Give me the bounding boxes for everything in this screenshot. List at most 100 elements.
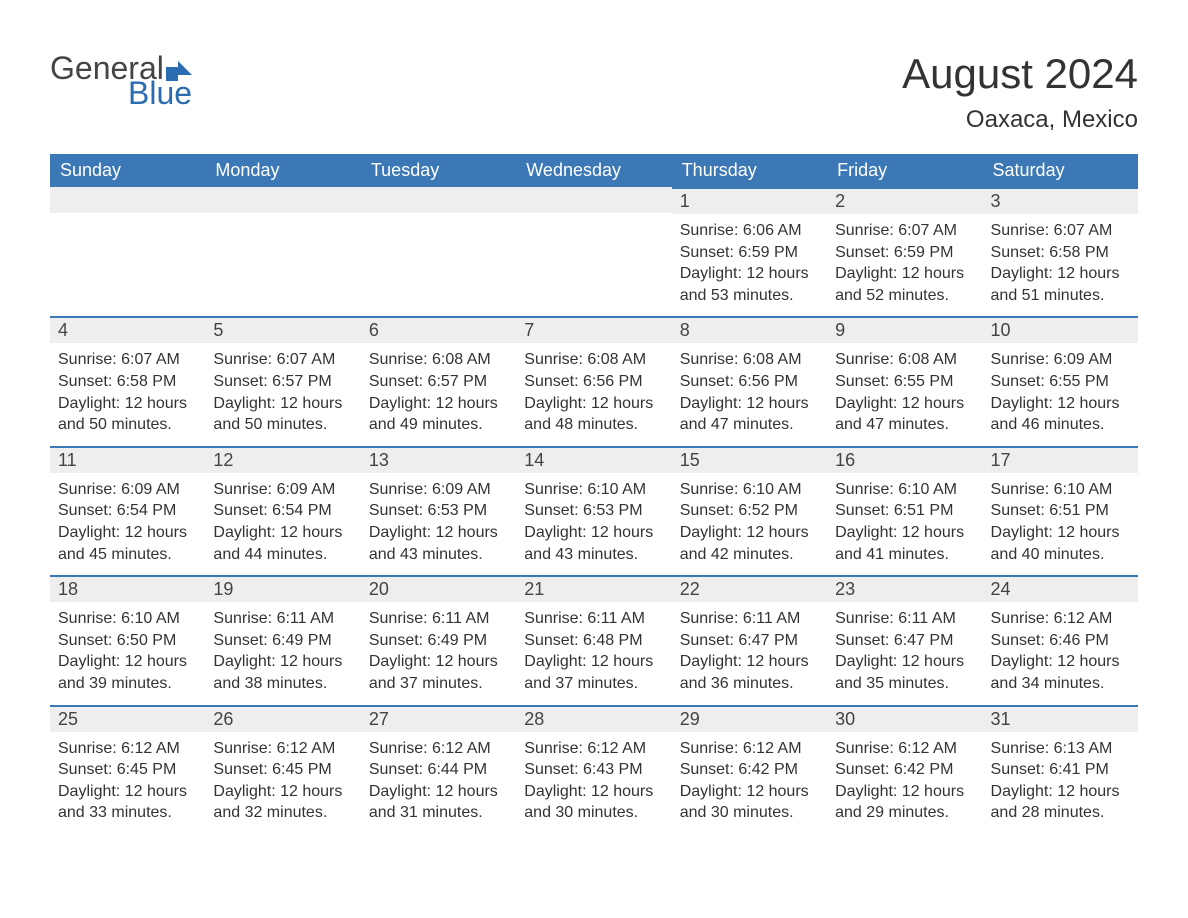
- day-body: Sunrise: 6:08 AMSunset: 6:55 PMDaylight:…: [827, 343, 982, 445]
- page-title: August 2024: [902, 50, 1138, 98]
- calendar-cell: 8Sunrise: 6:08 AMSunset: 6:56 PMDaylight…: [672, 316, 827, 445]
- calendar-table: SundayMondayTuesdayWednesdayThursdayFrid…: [50, 154, 1138, 834]
- daylight-line: Daylight: 12 hours and 45 minutes.: [58, 522, 197, 565]
- calendar-week-row: 1Sunrise: 6:06 AMSunset: 6:59 PMDaylight…: [50, 187, 1138, 316]
- daylight-line: Daylight: 12 hours and 37 minutes.: [524, 651, 663, 694]
- day-wrap: 13Sunrise: 6:09 AMSunset: 6:53 PMDayligh…: [361, 446, 516, 575]
- weekday-header: Tuesday: [361, 154, 516, 187]
- day-body: Sunrise: 6:12 AMSunset: 6:42 PMDaylight:…: [672, 732, 827, 834]
- sunrise-line: Sunrise: 6:11 AM: [524, 608, 663, 630]
- day-body: Sunrise: 6:10 AMSunset: 6:52 PMDaylight:…: [672, 473, 827, 575]
- sunrise-line: Sunrise: 6:10 AM: [835, 479, 974, 501]
- day-body: Sunrise: 6:08 AMSunset: 6:56 PMDaylight:…: [672, 343, 827, 445]
- daylight-line: Daylight: 12 hours and 53 minutes.: [680, 263, 819, 306]
- daylight-line: Daylight: 12 hours and 52 minutes.: [835, 263, 974, 306]
- day-wrap: 31Sunrise: 6:13 AMSunset: 6:41 PMDayligh…: [983, 705, 1138, 834]
- day-body: Sunrise: 6:13 AMSunset: 6:41 PMDaylight:…: [983, 732, 1138, 834]
- daylight-line: Daylight: 12 hours and 43 minutes.: [369, 522, 508, 565]
- day-body: Sunrise: 6:10 AMSunset: 6:53 PMDaylight:…: [516, 473, 671, 575]
- calendar-cell: 14Sunrise: 6:10 AMSunset: 6:53 PMDayligh…: [516, 446, 671, 575]
- calendar-cell: 5Sunrise: 6:07 AMSunset: 6:57 PMDaylight…: [205, 316, 360, 445]
- day-body: Sunrise: 6:11 AMSunset: 6:49 PMDaylight:…: [361, 602, 516, 704]
- day-number: 15: [672, 448, 827, 473]
- daylight-line: Daylight: 12 hours and 47 minutes.: [680, 393, 819, 436]
- calendar-cell: 6Sunrise: 6:08 AMSunset: 6:57 PMDaylight…: [361, 316, 516, 445]
- day-number: 17: [983, 448, 1138, 473]
- sunset-line: Sunset: 6:54 PM: [213, 500, 352, 522]
- calendar-cell: [50, 187, 205, 316]
- calendar-cell: 27Sunrise: 6:12 AMSunset: 6:44 PMDayligh…: [361, 705, 516, 834]
- sunset-line: Sunset: 6:54 PM: [58, 500, 197, 522]
- sunset-line: Sunset: 6:48 PM: [524, 630, 663, 652]
- day-number: 11: [50, 448, 205, 473]
- sunset-line: Sunset: 6:46 PM: [991, 630, 1130, 652]
- sunrise-line: Sunrise: 6:11 AM: [680, 608, 819, 630]
- day-number: 24: [983, 577, 1138, 602]
- day-number: 23: [827, 577, 982, 602]
- sunset-line: Sunset: 6:42 PM: [680, 759, 819, 781]
- day-body: Sunrise: 6:07 AMSunset: 6:58 PMDaylight:…: [50, 343, 205, 445]
- sunrise-line: Sunrise: 6:12 AM: [58, 738, 197, 760]
- calendar-week-row: 4Sunrise: 6:07 AMSunset: 6:58 PMDaylight…: [50, 316, 1138, 445]
- calendar-cell: 4Sunrise: 6:07 AMSunset: 6:58 PMDaylight…: [50, 316, 205, 445]
- sunrise-line: Sunrise: 6:10 AM: [680, 479, 819, 501]
- daylight-line: Daylight: 12 hours and 48 minutes.: [524, 393, 663, 436]
- day-body: Sunrise: 6:08 AMSunset: 6:57 PMDaylight:…: [361, 343, 516, 445]
- calendar-cell: 25Sunrise: 6:12 AMSunset: 6:45 PMDayligh…: [50, 705, 205, 834]
- sunrise-line: Sunrise: 6:11 AM: [213, 608, 352, 630]
- day-wrap: 26Sunrise: 6:12 AMSunset: 6:45 PMDayligh…: [205, 705, 360, 834]
- sunrise-line: Sunrise: 6:10 AM: [58, 608, 197, 630]
- day-wrap: 3Sunrise: 6:07 AMSunset: 6:58 PMDaylight…: [983, 187, 1138, 316]
- calendar-cell: [361, 187, 516, 316]
- day-number: 7: [516, 318, 671, 343]
- daylight-line: Daylight: 12 hours and 39 minutes.: [58, 651, 197, 694]
- calendar-cell: 21Sunrise: 6:11 AMSunset: 6:48 PMDayligh…: [516, 575, 671, 704]
- day-body: Sunrise: 6:09 AMSunset: 6:54 PMDaylight:…: [205, 473, 360, 575]
- calendar-week-row: 11Sunrise: 6:09 AMSunset: 6:54 PMDayligh…: [50, 446, 1138, 575]
- calendar-cell: 9Sunrise: 6:08 AMSunset: 6:55 PMDaylight…: [827, 316, 982, 445]
- page: General Blue August 2024 Oaxaca, Mexico …: [0, 0, 1188, 874]
- sunset-line: Sunset: 6:53 PM: [524, 500, 663, 522]
- sunrise-line: Sunrise: 6:12 AM: [835, 738, 974, 760]
- sunset-line: Sunset: 6:57 PM: [369, 371, 508, 393]
- sunrise-line: Sunrise: 6:11 AM: [835, 608, 974, 630]
- daylight-line: Daylight: 12 hours and 30 minutes.: [680, 781, 819, 824]
- daylight-line: Daylight: 12 hours and 32 minutes.: [213, 781, 352, 824]
- day-number: 22: [672, 577, 827, 602]
- day-number: 30: [827, 707, 982, 732]
- sunset-line: Sunset: 6:42 PM: [835, 759, 974, 781]
- day-body: Sunrise: 6:12 AMSunset: 6:46 PMDaylight:…: [983, 602, 1138, 704]
- daylight-line: Daylight: 12 hours and 43 minutes.: [524, 522, 663, 565]
- day-number: 10: [983, 318, 1138, 343]
- calendar-cell: 26Sunrise: 6:12 AMSunset: 6:45 PMDayligh…: [205, 705, 360, 834]
- daylight-line: Daylight: 12 hours and 46 minutes.: [991, 393, 1130, 436]
- sunset-line: Sunset: 6:51 PM: [835, 500, 974, 522]
- calendar-cell: [516, 187, 671, 316]
- calendar-cell: 17Sunrise: 6:10 AMSunset: 6:51 PMDayligh…: [983, 446, 1138, 575]
- day-wrap: 18Sunrise: 6:10 AMSunset: 6:50 PMDayligh…: [50, 575, 205, 704]
- calendar-cell: 24Sunrise: 6:12 AMSunset: 6:46 PMDayligh…: [983, 575, 1138, 704]
- day-body: Sunrise: 6:10 AMSunset: 6:51 PMDaylight:…: [827, 473, 982, 575]
- daylight-line: Daylight: 12 hours and 37 minutes.: [369, 651, 508, 694]
- calendar-cell: 28Sunrise: 6:12 AMSunset: 6:43 PMDayligh…: [516, 705, 671, 834]
- weekday-header: Sunday: [50, 154, 205, 187]
- day-body: Sunrise: 6:10 AMSunset: 6:51 PMDaylight:…: [983, 473, 1138, 575]
- day-body: Sunrise: 6:12 AMSunset: 6:44 PMDaylight:…: [361, 732, 516, 834]
- day-wrap: 2Sunrise: 6:07 AMSunset: 6:59 PMDaylight…: [827, 187, 982, 316]
- day-wrap: 20Sunrise: 6:11 AMSunset: 6:49 PMDayligh…: [361, 575, 516, 704]
- calendar-cell: 3Sunrise: 6:07 AMSunset: 6:58 PMDaylight…: [983, 187, 1138, 316]
- sunrise-line: Sunrise: 6:12 AM: [524, 738, 663, 760]
- calendar-cell: [205, 187, 360, 316]
- sunset-line: Sunset: 6:55 PM: [835, 371, 974, 393]
- day-number: 9: [827, 318, 982, 343]
- day-number: 5: [205, 318, 360, 343]
- daylight-line: Daylight: 12 hours and 49 minutes.: [369, 393, 508, 436]
- sunrise-line: Sunrise: 6:07 AM: [213, 349, 352, 371]
- sunset-line: Sunset: 6:51 PM: [991, 500, 1130, 522]
- calendar-cell: 31Sunrise: 6:13 AMSunset: 6:41 PMDayligh…: [983, 705, 1138, 834]
- day-number: 1: [672, 189, 827, 214]
- daylight-line: Daylight: 12 hours and 42 minutes.: [680, 522, 819, 565]
- daylight-line: Daylight: 12 hours and 50 minutes.: [58, 393, 197, 436]
- calendar-cell: 23Sunrise: 6:11 AMSunset: 6:47 PMDayligh…: [827, 575, 982, 704]
- day-wrap: 19Sunrise: 6:11 AMSunset: 6:49 PMDayligh…: [205, 575, 360, 704]
